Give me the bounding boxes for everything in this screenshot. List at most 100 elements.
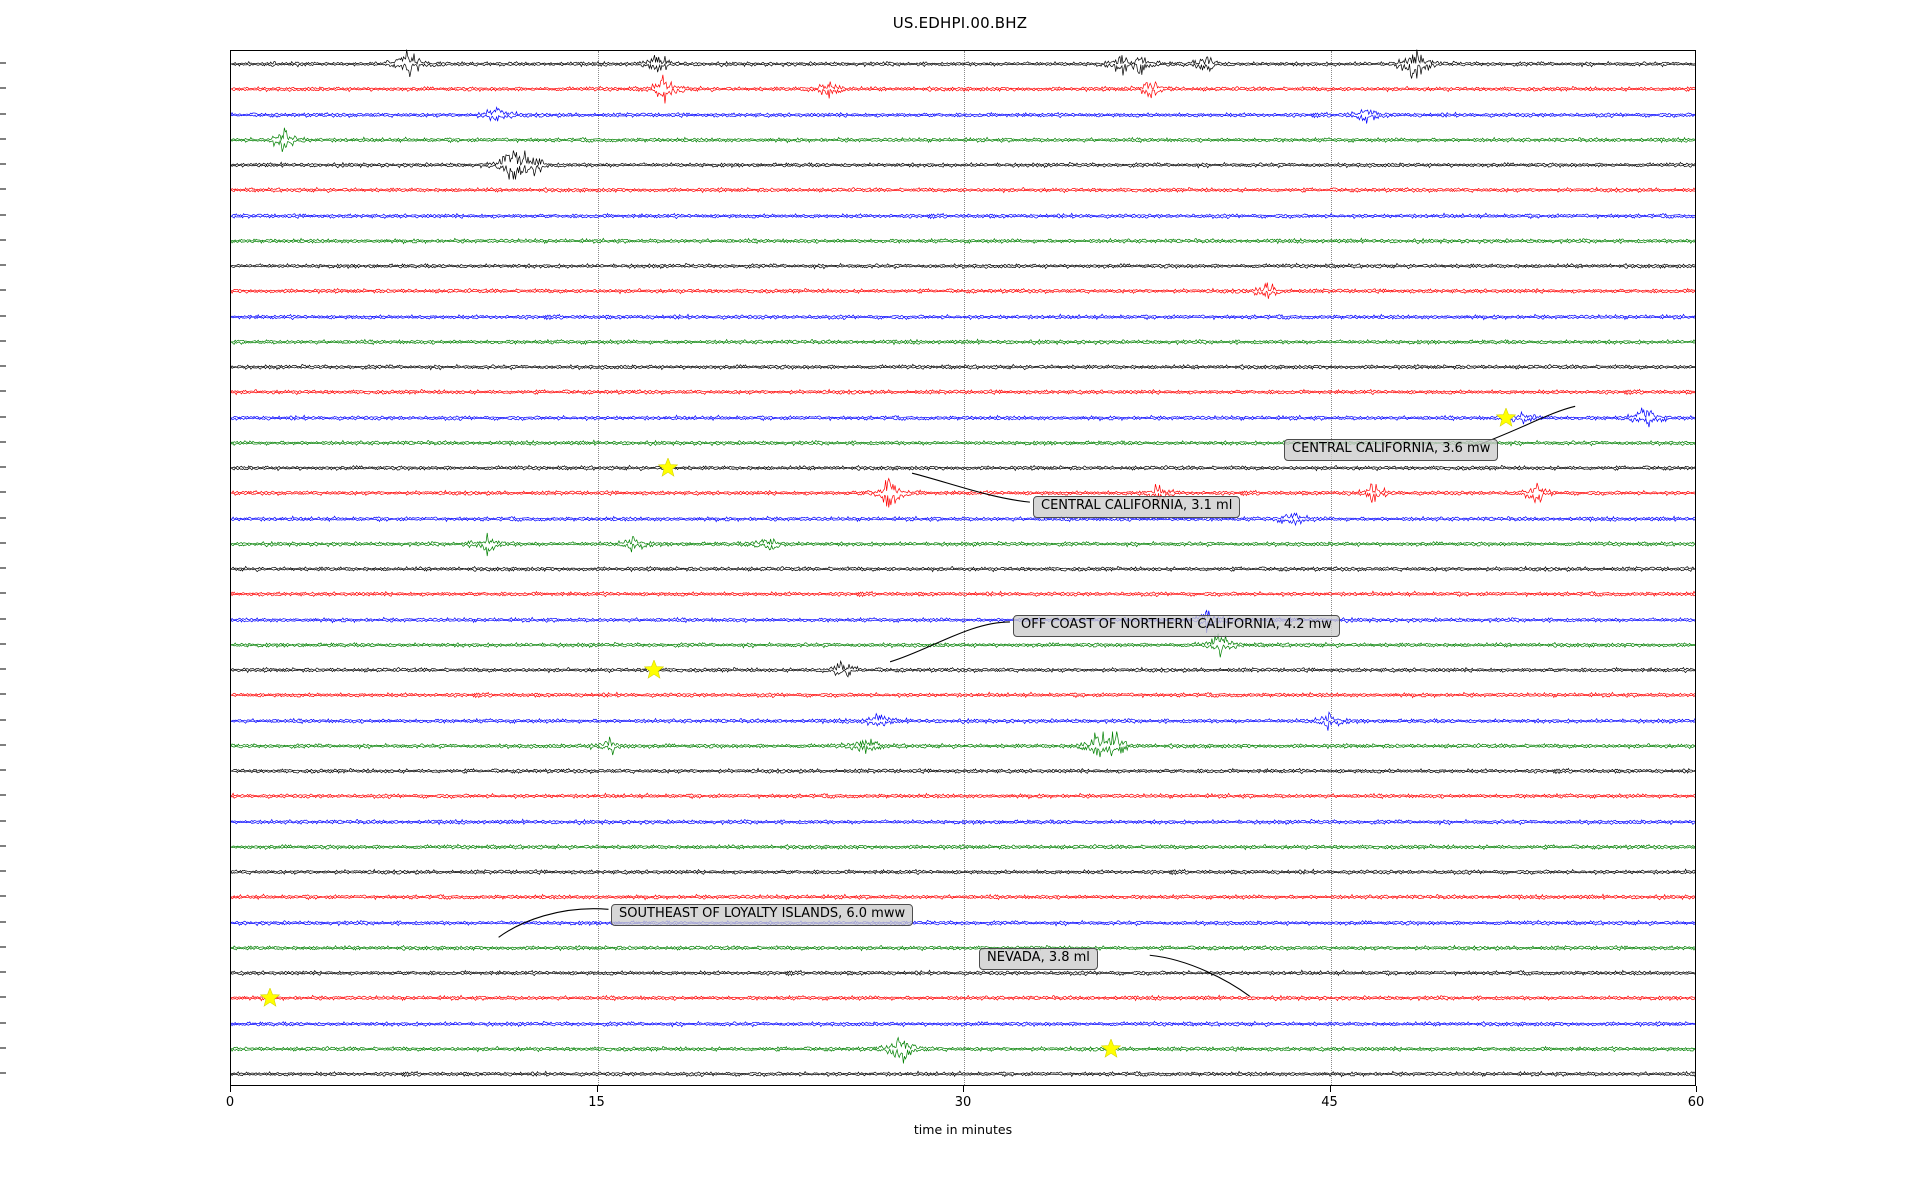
event-annotation-label[interactable]: CENTRAL CALIFORNIA, 3.6 mw xyxy=(1284,439,1499,461)
trace-row xyxy=(231,781,1695,811)
trace-row xyxy=(231,529,1695,559)
y-tick-mark xyxy=(0,946,6,948)
event-star-icon xyxy=(1100,1038,1121,1059)
y-tick-mark xyxy=(0,340,6,342)
y-tick-mark xyxy=(0,820,6,821)
event-star-icon xyxy=(643,660,664,680)
x-tick-label: 60 xyxy=(1687,1095,1705,1110)
y-tick-mark xyxy=(0,1072,6,1074)
trace-row xyxy=(231,74,1695,104)
x-tick-label: 0 xyxy=(225,1095,235,1110)
y-tick-mark xyxy=(0,1022,6,1023)
y-tick-mark xyxy=(0,188,6,190)
trace-row xyxy=(231,882,1695,912)
trace-row xyxy=(231,403,1695,433)
trace-row xyxy=(231,933,1695,963)
y-tick-mark xyxy=(0,315,6,316)
y-tick-mark xyxy=(0,113,6,114)
trace-row xyxy=(231,655,1695,685)
trace-row xyxy=(231,175,1695,205)
y-tick-mark xyxy=(0,264,6,266)
trace-row xyxy=(231,554,1695,584)
trace-row xyxy=(231,857,1695,887)
x-tick-mark xyxy=(1696,1086,1697,1092)
y-tick-mark xyxy=(0,87,6,89)
trace-row xyxy=(231,276,1695,306)
y-tick-mark xyxy=(0,592,6,594)
y-tick-mark xyxy=(0,769,6,771)
trace-row xyxy=(231,1059,1695,1089)
trace-row xyxy=(231,579,1695,609)
y-tick-mark xyxy=(0,441,6,443)
page-title: US.EDHPI.00.BHZ xyxy=(892,14,1028,32)
trace-row xyxy=(231,680,1695,710)
y-tick-mark xyxy=(0,845,6,847)
y-tick-mark xyxy=(0,365,6,367)
event-annotation-label[interactable]: NEVADA, 3.8 ml xyxy=(979,948,1098,970)
x-axis: 0 15 30 45 60 xyxy=(226,1086,1704,1146)
y-tick-mark xyxy=(0,416,6,417)
y-tick-mark xyxy=(0,1047,6,1049)
y-tick-mark xyxy=(0,643,6,645)
trace-row xyxy=(231,731,1695,761)
trace-row xyxy=(231,150,1695,180)
event-annotations: CENTRAL CALIFORNIA, 3.6 mw CENTRAL CALIFO… xyxy=(231,51,1695,1085)
y-tick-mark xyxy=(0,870,6,872)
y-tick-mark xyxy=(0,618,6,619)
trace-row xyxy=(231,302,1695,332)
trace-row xyxy=(231,1009,1695,1039)
event-annotation-label[interactable]: SOUTHEAST OF LOYALTY ISLANDS, 6.0 mww xyxy=(611,904,914,926)
y-tick-mark xyxy=(0,517,6,518)
trace-row xyxy=(231,125,1695,155)
trace-row xyxy=(231,756,1695,786)
event-annotation-label[interactable]: OFF COAST OF NORTHERN CALIFORNIA, 4.2 mw xyxy=(1013,615,1340,637)
x-tick-mark xyxy=(1329,1086,1331,1092)
y-tick-mark xyxy=(0,214,6,215)
trace-row xyxy=(231,807,1695,837)
y-tick-mark xyxy=(0,921,6,922)
y-tick-mark xyxy=(0,744,6,746)
x-axis-title: time in minutes xyxy=(913,1122,1013,1137)
trace-row xyxy=(231,983,1695,1013)
trace-row xyxy=(231,327,1695,357)
x-tick-label: 45 xyxy=(1321,1095,1338,1110)
y-tick-mark xyxy=(0,390,6,392)
y-tick-mark xyxy=(0,289,6,291)
trace-row xyxy=(231,201,1695,231)
y-tick-mark xyxy=(0,567,6,569)
trace-row xyxy=(231,352,1695,382)
event-annotation-label[interactable]: CENTRAL CALIFORNIA, 3.1 ml xyxy=(1033,496,1241,518)
y-tick-mark xyxy=(0,971,6,973)
trace-row xyxy=(231,100,1695,130)
y-tick-mark xyxy=(0,794,6,796)
trace-row xyxy=(231,377,1695,407)
y-tick-mark xyxy=(0,668,6,670)
event-star-icon xyxy=(658,458,679,478)
y-tick-mark xyxy=(0,895,6,897)
y-axis-labels: 00:00:0401:00:0402:00:0403:00:0404:00:04… xyxy=(0,50,230,1086)
event-star-icon xyxy=(260,988,281,1008)
trace-row xyxy=(231,504,1695,534)
y-tick-mark xyxy=(0,542,6,544)
trace-row xyxy=(231,908,1695,938)
x-tick-mark xyxy=(963,1086,964,1092)
y-tick-mark xyxy=(0,491,6,493)
seismic-traces xyxy=(231,51,1695,1085)
y-tick-mark xyxy=(0,719,6,720)
x-tick-label: 30 xyxy=(954,1095,972,1110)
x-tick-label: 15 xyxy=(588,1095,605,1110)
y-tick-mark xyxy=(0,466,6,468)
trace-row xyxy=(231,1034,1695,1064)
y-tick-mark xyxy=(0,138,6,140)
trace-row xyxy=(231,706,1695,736)
trace-row xyxy=(231,958,1695,988)
y-tick-mark xyxy=(0,62,6,64)
plot-area: CENTRAL CALIFORNIA, 3.6 mw CENTRAL CALIFO… xyxy=(230,50,1696,1086)
y-tick-mark xyxy=(0,163,6,165)
trace-row xyxy=(231,832,1695,862)
y-tick-mark xyxy=(0,996,6,998)
x-tick-mark xyxy=(596,1086,598,1092)
y-tick-mark xyxy=(0,239,6,241)
y-tick-mark xyxy=(0,693,6,695)
